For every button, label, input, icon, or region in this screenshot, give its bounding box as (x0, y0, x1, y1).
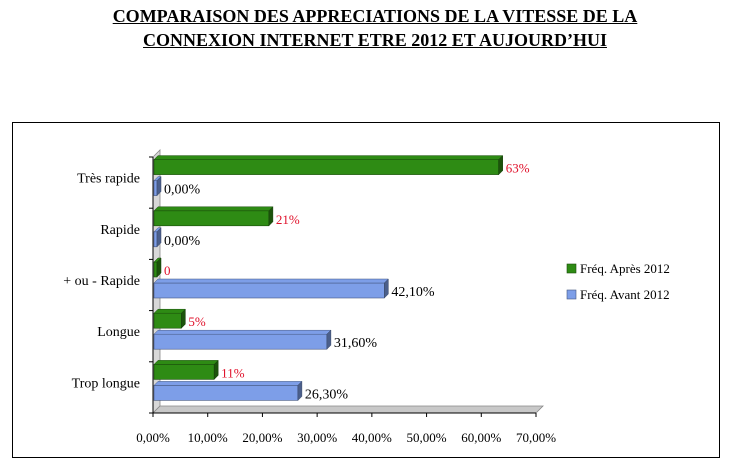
x-tick-label: 0,00% (136, 430, 170, 445)
data-label: 42,10% (391, 285, 435, 300)
chart-title-line-2: CONNEXION INTERNET ETRE 2012 ET AUJOURD’… (143, 30, 607, 50)
bar (153, 385, 299, 401)
bar-top (153, 308, 186, 314)
legend-label: Fréq. Avant 2012 (580, 287, 670, 302)
bar (153, 364, 215, 380)
bar (153, 231, 158, 248)
bar-top (153, 329, 332, 335)
bar (153, 180, 158, 196)
bar-side (156, 175, 162, 197)
bar (153, 312, 182, 329)
bar-top (153, 360, 219, 365)
bar-side (384, 278, 389, 299)
data-label: 26,30% (305, 387, 349, 402)
bar-side (213, 359, 219, 381)
bar-top (153, 278, 389, 284)
x-tick-label: 30,00% (297, 430, 337, 445)
chart-frame (12, 122, 720, 458)
bar (153, 282, 385, 299)
bar-side (268, 206, 274, 227)
bar (153, 159, 500, 175)
bar-top (153, 206, 274, 212)
bar-top (153, 155, 504, 160)
x-tick-label: 10,00% (188, 430, 228, 445)
x-tick-label: 60,00% (461, 430, 501, 445)
data-label: 0 (164, 263, 171, 278)
x-tick-label: 70,00% (516, 430, 556, 445)
chart-title-line-1: COMPARAISON DES APPRECIATIONS DE LA VITE… (112, 6, 638, 26)
category-label: Très rapide (77, 172, 140, 187)
floor (152, 405, 544, 414)
bar (153, 333, 328, 350)
legend-label: Fréq. Après 2012 (580, 261, 670, 276)
bar-side (297, 380, 303, 402)
category-label: + ou - Rapide (63, 274, 140, 289)
bar (153, 261, 158, 278)
x-tick-label: 50,00% (407, 430, 447, 445)
bar-side (326, 329, 332, 350)
legend-swatch (566, 263, 577, 274)
data-label: 5% (188, 314, 206, 329)
category-label: Longue (97, 325, 140, 340)
data-label: 21% (276, 212, 300, 227)
data-label: 0,00% (164, 183, 201, 198)
bar-side (498, 154, 503, 176)
data-label: 0,00% (164, 234, 201, 249)
chart-title: COMPARAISON DES APPRECIATIONS DE LA VITE… (0, 4, 750, 52)
legend-swatch (566, 289, 577, 300)
bar-side (181, 308, 186, 329)
bar-side (156, 257, 162, 278)
x-tick-label: 20,00% (242, 430, 282, 445)
bar-top (153, 381, 303, 386)
data-label: 63% (506, 161, 530, 176)
bar-side (156, 227, 162, 248)
category-label: Rapide (100, 223, 140, 238)
category-label: Trop longue (72, 376, 140, 391)
x-tick-label: 40,00% (352, 430, 392, 445)
bar (153, 210, 270, 227)
data-label: 11% (221, 365, 245, 380)
data-label: 31,60% (334, 336, 378, 351)
